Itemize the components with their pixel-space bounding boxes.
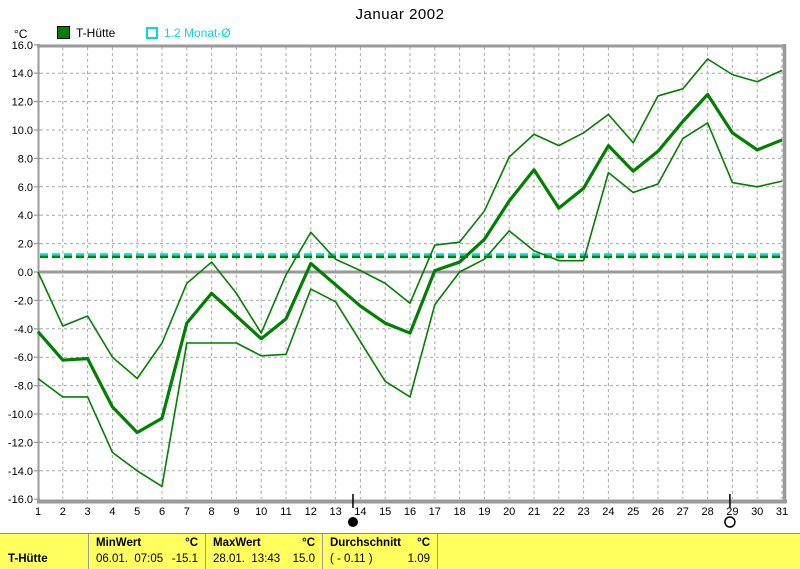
status-divider	[322, 534, 323, 569]
x-axis-day-label: 30	[751, 506, 763, 518]
maxwert-value: 15.0	[292, 553, 315, 565]
x-axis-day-label: 3	[85, 506, 91, 518]
y-axis-tick-label: -12.0	[8, 437, 33, 449]
y-axis-tick-label: -10.0	[8, 409, 33, 421]
x-axis-day-label: 9	[233, 506, 239, 518]
x-axis-day-label: 13	[329, 506, 341, 518]
x-axis-day-label: 26	[652, 506, 664, 518]
x-axis-day-label: 4	[109, 506, 115, 518]
x-axis-day-label: 23	[577, 506, 589, 518]
y-axis-tick-label: -16.0	[8, 494, 33, 506]
y-axis-tick-label: -8.0	[14, 381, 33, 393]
x-axis-day-label: 7	[184, 506, 190, 518]
y-axis-tick-label: -4.0	[14, 324, 33, 336]
legend-t-huette-label: T-Hütte	[76, 26, 116, 40]
x-axis-day-label: 22	[553, 506, 565, 518]
maxwert-unit: °C	[302, 537, 315, 549]
y-axis-tick-label: 4.0	[18, 210, 33, 222]
x-axis-day-label: 10	[255, 506, 267, 518]
status-divider	[88, 534, 89, 569]
x-axis-day-label: 16	[404, 506, 416, 518]
minwert-datetime: 06.01. 07:05	[96, 553, 164, 565]
status-row-label: T-Hütte	[8, 553, 48, 565]
x-axis-day-label: 18	[453, 506, 465, 518]
legend-item-t-huette: T-Hütte	[57, 26, 115, 40]
maxwert-datetime: 28.01. 13:43	[213, 553, 281, 565]
x-axis-day-label: 1	[35, 506, 41, 518]
x-axis-day-label: 2	[60, 506, 66, 518]
y-axis-tick-label: 10.0	[12, 125, 33, 137]
new-moon-icon	[347, 517, 358, 527]
y-axis-tick-label: -6.0	[14, 352, 33, 364]
y-axis-tick-label: 12.0	[12, 97, 33, 109]
minwert-unit: °C	[185, 537, 198, 549]
page-title: Januar 2002	[355, 6, 445, 23]
series-thin-line	[37, 122, 783, 488]
x-axis-day-label: 27	[677, 506, 689, 518]
series-thin-line	[37, 58, 783, 380]
status-bar: T-Hütte MinWert °C 06.01. 07:05 -15.1 Ma…	[0, 533, 800, 569]
x-axis-day-label: 6	[159, 506, 165, 518]
y-axis-tick-label: 2.0	[18, 239, 33, 251]
maxwert-header: MaxWert	[213, 537, 261, 549]
status-section-durchschnitt: Durchschnitt °C ( - 0.11 ) 1.09	[323, 534, 437, 569]
durchschnitt-unit: °C	[417, 537, 430, 549]
y-axis-tick-label: -2.0	[14, 295, 33, 307]
x-axis-day-label: 14	[354, 506, 366, 518]
status-divider	[437, 534, 438, 569]
x-axis-day-label: 29	[726, 506, 738, 518]
x-axis-day-label: 24	[602, 506, 614, 518]
x-axis-day-label: 25	[627, 506, 639, 518]
y-axis-tick-label: 6.0	[18, 182, 33, 194]
status-section-minwert: MinWert °C 06.01. 07:05 -15.1	[89, 534, 205, 569]
x-axis-day-label: 8	[209, 506, 215, 518]
y-axis-tick-label: 16.0	[12, 40, 33, 52]
y-axis-tick-label: 8.0	[18, 153, 33, 165]
minwert-header: MinWert	[96, 537, 142, 549]
x-axis-day-label: 11	[280, 506, 291, 518]
durchschnitt-header: Durchschnitt	[330, 537, 401, 549]
durchschnitt-detail: ( - 0.11 )	[330, 553, 373, 565]
x-axis-day-label: 17	[429, 506, 441, 518]
x-axis-day-label: 5	[134, 506, 140, 518]
series-thick-line	[36, 92, 783, 435]
x-axis-day-label: 15	[379, 506, 391, 518]
status-section-maxwert: MaxWert °C 28.01. 13:43 15.0	[206, 534, 322, 569]
durchschnitt-value: 1.09	[407, 553, 430, 565]
y-axis-tick-label: 0.0	[18, 267, 33, 279]
x-axis-day-label: 19	[478, 506, 490, 518]
monat-avg-swatch-icon	[146, 27, 158, 39]
x-axis-day-label: 20	[503, 506, 515, 518]
x-axis-day-label: 28	[701, 506, 713, 518]
x-axis-day-label: 12	[305, 506, 317, 518]
x-axis-day-label: 21	[528, 506, 540, 518]
x-axis-day-label: 31	[776, 506, 788, 518]
t-huette-swatch-icon	[57, 26, 70, 39]
y-axis-tick-label: -14.0	[8, 466, 33, 478]
legend-item-monat-avg: 1.2 Monat-Ø	[146, 26, 231, 40]
status-divider	[205, 534, 206, 569]
temperature-line-chart: -16.0 -14.0 -12.0 -10.0 -8.0 -6.0 -4.0 -2.0 0.0 2…	[8, 40, 788, 528]
y-axis-unit-label: °C	[14, 27, 28, 41]
y-axis-tick-label: 14.0	[12, 68, 33, 80]
minwert-value: -15.1	[171, 553, 198, 565]
legend-monat-avg-label: 1.2 Monat-Ø	[164, 26, 231, 40]
full-moon-icon	[724, 516, 736, 528]
